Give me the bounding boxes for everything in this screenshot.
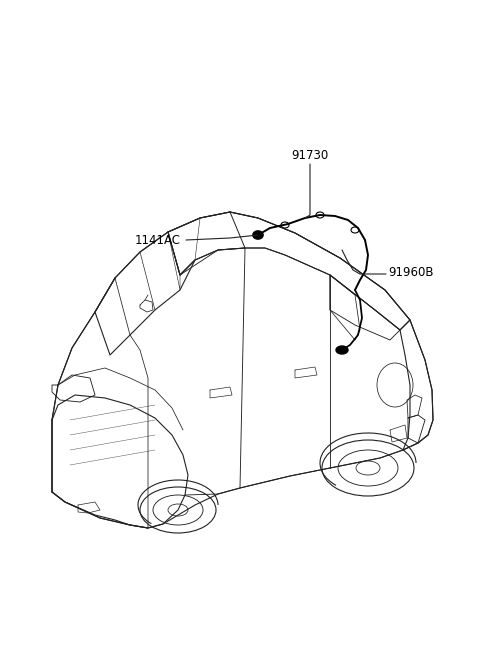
Text: 91730: 91730 bbox=[291, 149, 329, 162]
Ellipse shape bbox=[253, 231, 263, 239]
Ellipse shape bbox=[336, 346, 348, 354]
Text: 91960B: 91960B bbox=[388, 265, 433, 278]
Text: 1141AC: 1141AC bbox=[135, 233, 181, 246]
